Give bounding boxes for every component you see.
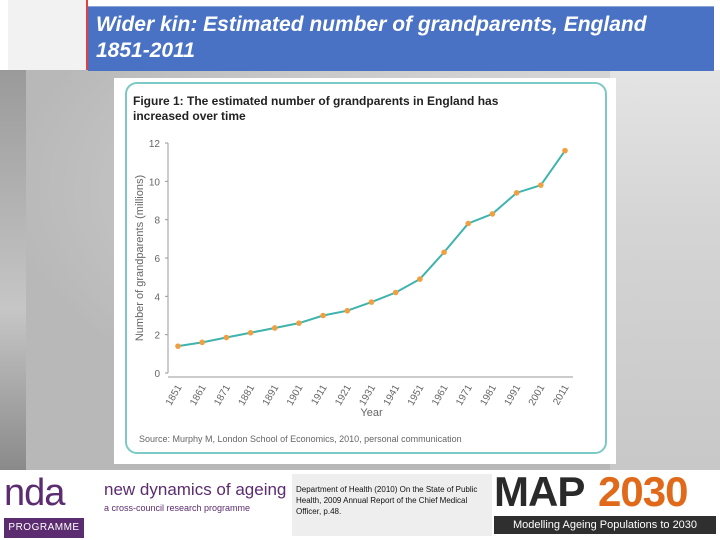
x-tick-label: 1931 [357,383,378,408]
header-left-strip [0,0,8,70]
y-tick-label: 12 [149,139,161,150]
ndoa-subtitle: a cross-council research programme [104,503,251,513]
figure-frame [125,82,607,454]
x-tick-label: 1961 [430,383,451,408]
series-line [177,150,566,348]
y-tick-label: 4 [154,292,160,303]
x-tick-label: 2011 [551,383,571,408]
ndoa-name: new dynamics of ageing [104,480,287,499]
x-tick-label: 1941 [382,383,403,408]
data-point [465,220,472,227]
x-tick-label: 1891 [261,383,282,408]
x-tick-label: 1921 [333,383,354,408]
data-point [538,182,544,188]
y-axis-label: Number of grandparents (millions) [134,175,146,341]
x-tick-label: 2001 [527,383,548,408]
background-stripe-left [0,70,26,470]
map-logo-year: 2030 [598,468,688,515]
map-logo-text: MAP [494,468,585,515]
data-point [368,299,375,305]
reference-box [292,474,492,536]
map-logo-subtitle: Modelling Ageing Populations to 2030 [494,516,716,534]
y-tick-label: 6 [154,254,160,265]
y-tick-label: 10 [149,177,161,188]
data-point [320,312,326,319]
title-bar [88,6,714,71]
x-tick-label: 1901 [285,383,306,408]
data-point [562,147,568,154]
y-tick-label: 0 [154,369,160,380]
x-tick-label: 1951 [406,383,427,408]
data-point [296,320,302,326]
data-point [199,339,205,346]
data-point [513,190,520,196]
source-note: Source: Murphy M, London School of Econo… [139,434,462,444]
nda-logo-text: nda [4,472,65,514]
reference-text: Department of Health (2010) On the State… [296,485,478,516]
data-point [489,211,496,217]
x-tick-label: 1851 [164,383,185,408]
x-tick-label: 1991 [503,383,524,408]
x-tick-label: 1981 [478,383,499,408]
slide-title: Wider kin: Estimated number of grandpare… [96,13,647,62]
figure-caption: Figure 1: The estimated number of grandp… [133,94,499,123]
data-point [247,329,254,336]
chart-axes [167,143,573,378]
data-point [175,343,181,349]
data-point [417,276,423,282]
data-points [175,147,568,349]
x-tick-label: 1911 [309,383,329,408]
x-tick-label: 1971 [454,383,475,408]
data-point [392,289,399,296]
x-axis-label: Year [360,407,383,419]
x-tick-label: 1881 [237,383,258,408]
data-point [271,325,278,331]
x-tick-labels: 1851 1861 1871 1881 1891 1901 1911 1921 1931 1941… [164,383,572,408]
background-stripe-right [610,70,720,470]
data-point [223,334,230,341]
data-point [344,307,351,314]
y-tick-label: 2 [154,331,160,342]
y-tick-label: 8 [154,216,160,227]
data-point [441,249,447,256]
x-tick-label: 1871 [212,383,233,408]
y-tick-labels: 0 2 4 6 8 10 12 [149,139,168,380]
header-accent-block [8,0,88,70]
x-tick-label: 1861 [188,383,209,408]
nda-programme-label: PROGRAMME [4,518,84,538]
